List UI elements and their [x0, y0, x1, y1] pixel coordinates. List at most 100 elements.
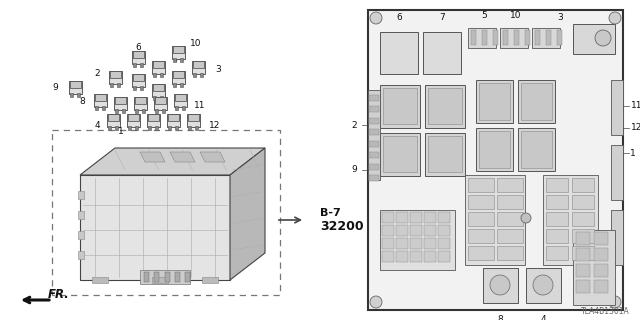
Bar [572, 229, 594, 243]
Bar [156, 108, 158, 113]
Bar [180, 58, 183, 61]
Bar [78, 251, 84, 259]
Bar [521, 83, 552, 120]
Bar [115, 125, 118, 130]
Bar [576, 264, 590, 277]
Bar [173, 45, 184, 53]
Bar [155, 125, 157, 130]
Bar [382, 225, 394, 236]
Bar [479, 83, 510, 120]
Bar [497, 178, 523, 192]
Circle shape [595, 30, 611, 46]
Bar [500, 28, 528, 48]
Bar [424, 225, 436, 236]
Bar [546, 212, 568, 226]
Bar [132, 74, 143, 81]
Text: 3: 3 [215, 65, 221, 74]
Bar [152, 277, 168, 283]
Bar [193, 73, 196, 76]
Bar [166, 114, 179, 126]
Bar [113, 97, 127, 109]
Bar [132, 51, 143, 58]
Bar [173, 93, 186, 107]
Bar [133, 62, 136, 67]
Circle shape [533, 275, 553, 295]
Bar [383, 88, 417, 124]
Bar [154, 272, 159, 282]
Bar [573, 24, 615, 54]
Bar [140, 85, 143, 90]
Bar [52, 130, 280, 295]
Bar [78, 211, 84, 219]
Bar [180, 83, 183, 86]
Bar [202, 277, 218, 283]
Bar [128, 125, 131, 130]
Polygon shape [200, 152, 225, 162]
Bar [611, 210, 623, 265]
Bar [438, 251, 450, 262]
Bar [546, 178, 568, 192]
Bar [572, 212, 594, 226]
Bar [428, 88, 462, 124]
Bar [110, 83, 113, 86]
Bar [368, 90, 380, 180]
Bar [193, 60, 204, 68]
Text: 6: 6 [135, 43, 141, 52]
Bar [369, 107, 379, 112]
Bar [535, 30, 540, 45]
Bar [525, 30, 530, 45]
Bar [546, 30, 551, 45]
Bar [576, 280, 590, 293]
Bar [68, 81, 81, 93]
Bar [369, 152, 379, 158]
Bar [153, 73, 156, 76]
Bar [410, 251, 422, 262]
Bar [173, 70, 184, 78]
Bar [140, 62, 143, 67]
Bar [152, 84, 163, 91]
Bar [147, 114, 159, 121]
Text: 8: 8 [497, 316, 503, 320]
Bar [122, 108, 125, 113]
Bar [147, 114, 159, 126]
Bar [140, 270, 190, 284]
Bar [573, 230, 615, 305]
Bar [127, 114, 138, 121]
Bar [175, 125, 178, 130]
Bar [438, 225, 450, 236]
Text: 4: 4 [540, 316, 546, 320]
Bar [532, 28, 560, 48]
Bar [135, 108, 138, 113]
Bar [471, 30, 476, 45]
Bar [611, 80, 623, 135]
Text: 3: 3 [557, 12, 563, 21]
Text: 10: 10 [510, 11, 522, 20]
Bar [479, 131, 510, 168]
Bar [175, 93, 186, 101]
Bar [382, 251, 394, 262]
Bar [396, 251, 408, 262]
Bar [518, 128, 555, 171]
Bar [468, 28, 496, 48]
Bar [95, 106, 99, 109]
Circle shape [609, 296, 621, 308]
Bar [186, 114, 200, 126]
Bar [188, 114, 198, 121]
Bar [576, 232, 590, 245]
Bar [468, 178, 494, 192]
Text: 7: 7 [439, 12, 445, 21]
Bar [424, 251, 436, 262]
Bar [468, 229, 494, 243]
Bar [438, 212, 450, 223]
Bar [476, 80, 513, 123]
Bar [380, 32, 418, 74]
Text: 1: 1 [630, 148, 636, 157]
Bar [168, 114, 179, 121]
Bar [168, 125, 172, 130]
Bar [108, 114, 118, 121]
Bar [557, 30, 562, 45]
Bar [423, 32, 461, 74]
Bar [410, 238, 422, 249]
Bar [160, 73, 163, 76]
Polygon shape [140, 152, 165, 162]
